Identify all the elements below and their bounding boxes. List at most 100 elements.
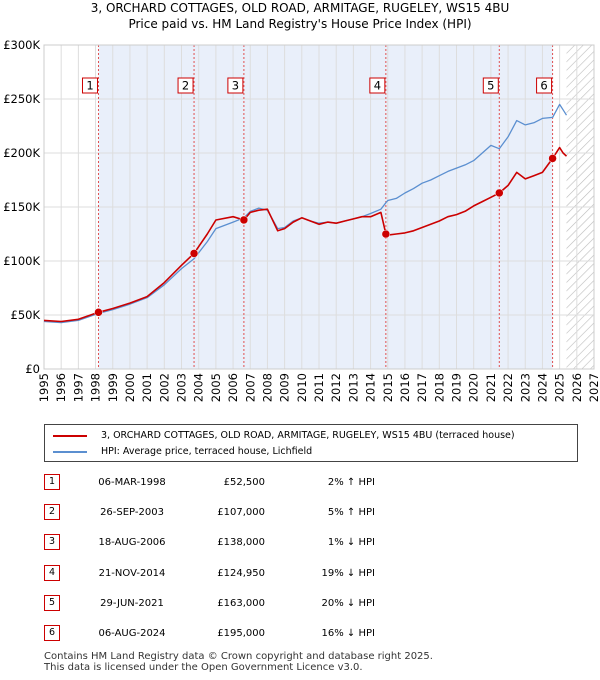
transaction-date: 26-SEP-2003 (100, 507, 164, 518)
x-tick-label: 2002 (157, 373, 171, 402)
transaction-number: 2 (44, 504, 60, 520)
sale-label: 4 (374, 79, 381, 93)
legend-label-property: 3, ORCHARD COTTAGES, OLD ROAD, ARMITAGE,… (101, 430, 515, 441)
sale-label-box (369, 77, 386, 94)
transaction-price: £163,000 (217, 598, 265, 609)
x-tick-label: 2004 (192, 373, 206, 402)
x-tick-label: 2007 (243, 373, 257, 402)
transaction-row: 5 29-JUN-2021 £163,000 20% ↓ HPI (0, 594, 600, 614)
x-tick-label: 2017 (415, 373, 429, 402)
transaction-date: 06-AUG-2024 (98, 628, 166, 639)
x-tick-label: 2020 (467, 373, 481, 402)
x-tick-label: 2019 (450, 373, 464, 402)
x-tick-label: 2013 (346, 373, 360, 402)
y-tick-label: £300K (3, 38, 40, 52)
sale-label: 3 (232, 79, 239, 93)
transaction-date: 06-MAR-1998 (98, 477, 166, 488)
chart-title-line1: 3, ORCHARD COTTAGES, OLD ROAD, ARMITAGE,… (91, 1, 510, 15)
sale-label-box (536, 77, 553, 94)
transaction-hpi-diff: 5% ↑ HPI (327, 507, 375, 518)
sale-label-box (482, 77, 499, 94)
transaction-number: 1 (44, 474, 60, 490)
transaction-number: 3 (44, 534, 60, 550)
x-tick-label: 2010 (295, 373, 309, 402)
x-tick-label: 2018 (432, 373, 446, 402)
x-tick-label: 1995 (37, 373, 51, 402)
y-tick-label: £100K (3, 254, 40, 268)
transaction-hpi-diff: 1% ↓ HPI (327, 537, 375, 548)
legend-label-hpi: HPI: Average price, terraced house, Lich… (101, 446, 313, 457)
chart-title-line2: Price paid vs. HM Land Registry's House … (128, 17, 471, 31)
transaction-price: £138,000 (217, 537, 265, 548)
x-tick-label: 1997 (71, 373, 85, 402)
transaction-price: £195,000 (217, 628, 265, 639)
x-tick-label: 2001 (140, 373, 154, 402)
x-tick-label: 2027 (587, 373, 600, 402)
sale-label: 1 (86, 79, 93, 93)
x-tick-label: 2014 (364, 373, 378, 402)
x-tick-label: 2000 (123, 373, 137, 402)
transaction-hpi-diff: 16% ↓ HPI (321, 628, 375, 639)
transaction-row: 2 26-SEP-2003 £107,000 5% ↑ HPI (0, 503, 600, 523)
x-tick-label: 2016 (398, 373, 412, 402)
sale-label-box (81, 77, 98, 94)
sale-point (495, 188, 504, 198)
sale-label: 6 (540, 79, 547, 93)
x-tick-label: 2012 (329, 373, 343, 402)
transaction-row: 6 06-AUG-2024 £195,000 16% ↓ HPI (0, 624, 600, 644)
transaction-price: £52,500 (223, 477, 265, 488)
footer-licence: This data is licensed under the Open Gov… (44, 662, 363, 673)
footer-attribution: Contains HM Land Registry data © Crown c… (44, 651, 433, 673)
transaction-date: 21-NOV-2014 (98, 568, 166, 579)
legend-swatch-hpi (53, 451, 87, 453)
y-tick-label: £250K (3, 92, 40, 106)
x-tick-label: 2015 (381, 373, 395, 402)
sale-point (94, 308, 103, 317)
transaction-price: £124,950 (217, 568, 265, 579)
x-tick-label: 2023 (518, 373, 532, 402)
y-tick-label: £50K (11, 308, 41, 322)
sale-label-box (177, 77, 194, 94)
x-tick-label: 2003 (175, 373, 189, 402)
x-tick-label: 2011 (312, 373, 326, 402)
transaction-row: 4 21-NOV-2014 £124,950 19% ↓ HPI (0, 564, 600, 584)
sale-label: 2 (182, 79, 189, 93)
transaction-row: 1 06-MAR-1998 £52,500 2% ↑ HPI (0, 473, 600, 493)
sale-point (239, 215, 249, 225)
transaction-date: 29-JUN-2021 (100, 598, 164, 609)
plot-frame (43, 44, 595, 370)
transaction-hpi-diff: 19% ↓ HPI (321, 568, 375, 579)
x-tick-label: 2021 (484, 373, 498, 402)
sale-label: 5 (487, 79, 494, 93)
legend-swatch-property (53, 435, 87, 437)
chart-legend: 3, ORCHARD COTTAGES, OLD ROAD, ARMITAGE,… (44, 424, 578, 462)
x-tick-label: 2005 (209, 373, 223, 402)
x-tick-label: 1998 (89, 373, 103, 402)
footer-copyright: Contains HM Land Registry data © Crown c… (44, 651, 433, 662)
transaction-row: 3 18-AUG-2006 £138,000 1% ↓ HPI (0, 533, 600, 553)
transaction-date: 18-AUG-2006 (98, 537, 166, 548)
transaction-number: 4 (44, 565, 60, 581)
x-tick-label: 2026 (570, 373, 584, 402)
sale-point (381, 229, 391, 239)
transaction-number: 5 (44, 595, 60, 611)
x-tick-label: 1996 (54, 373, 68, 402)
x-tick-label: 2022 (501, 373, 515, 402)
x-tick-label: 1999 (106, 373, 120, 402)
sale-point (189, 249, 199, 258)
sale-label-box (227, 77, 244, 94)
x-tick-label: 2024 (535, 373, 549, 402)
transaction-hpi-diff: 2% ↑ HPI (327, 477, 375, 488)
transaction-number: 6 (44, 625, 60, 641)
x-tick-label: 2008 (260, 373, 274, 402)
transaction-hpi-diff: 20% ↓ HPI (321, 598, 375, 609)
y-tick-label: £0 (25, 362, 40, 376)
price-chart: 3, ORCHARD COTTAGES, OLD ROAD, ARMITAGE,… (3, 1, 600, 402)
y-tick-label: £150K (3, 200, 40, 214)
transaction-price: £107,000 (217, 507, 265, 518)
sale-point (548, 154, 557, 163)
y-tick-label: £200K (3, 146, 40, 160)
x-tick-label: 2025 (553, 373, 567, 402)
x-tick-label: 2009 (278, 373, 292, 402)
x-tick-label: 2006 (226, 373, 240, 402)
